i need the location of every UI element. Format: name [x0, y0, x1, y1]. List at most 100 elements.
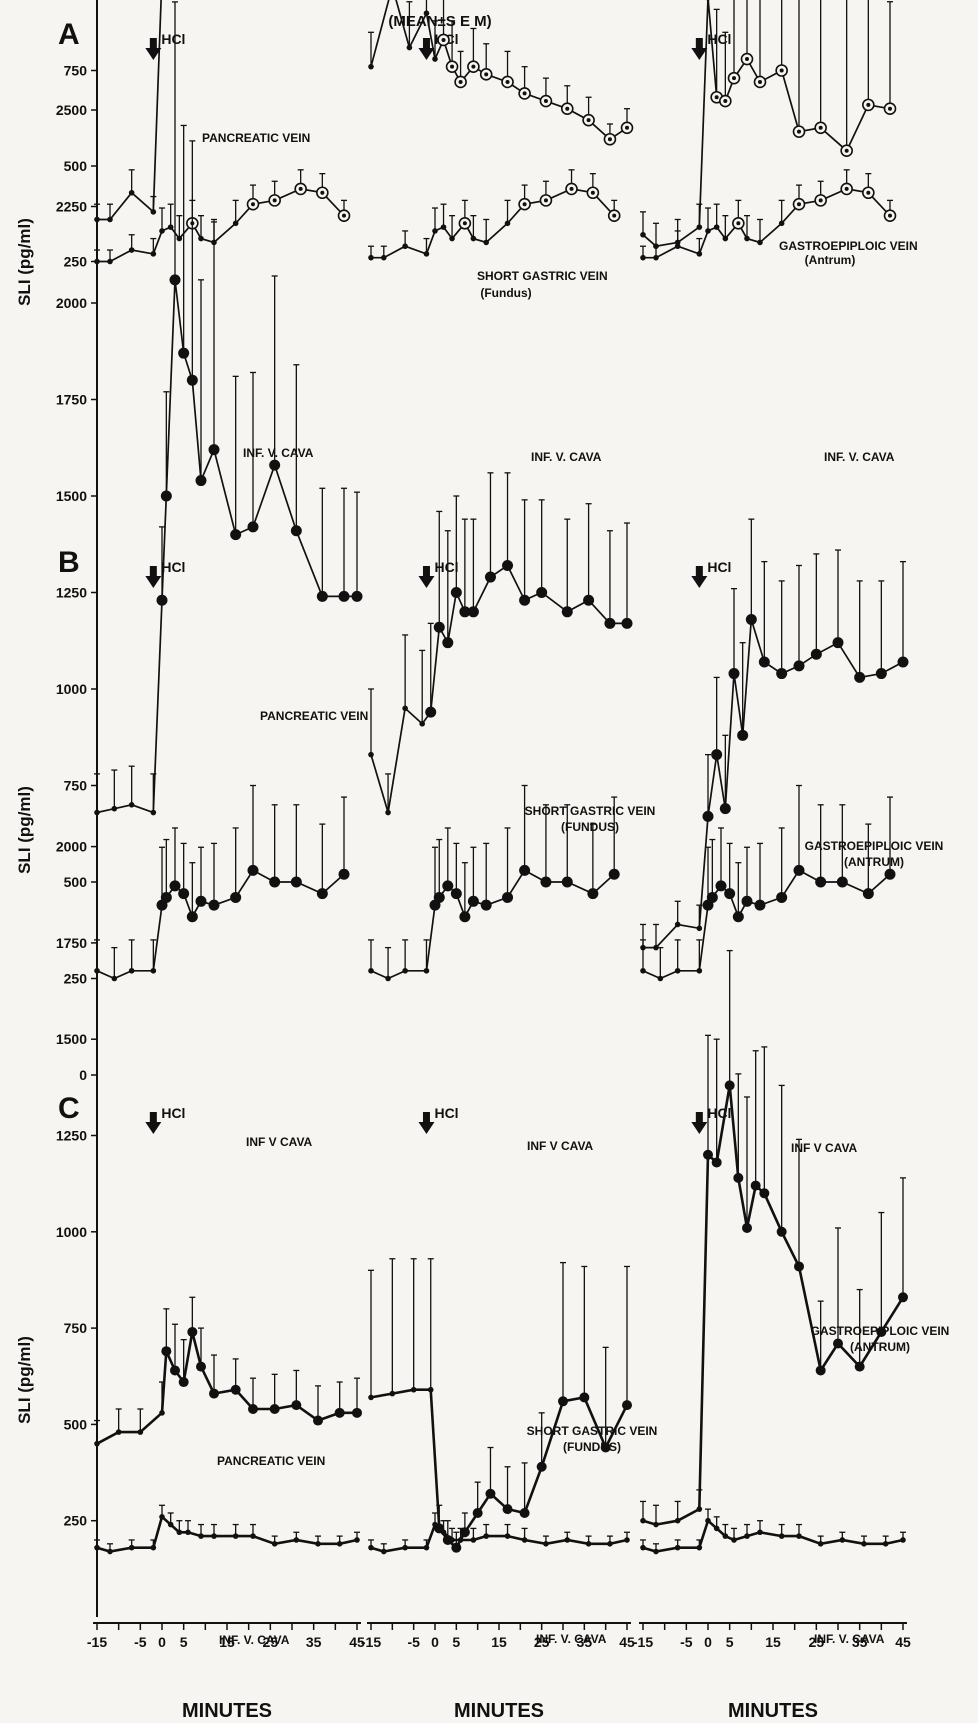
data-point	[427, 1386, 434, 1393]
hcl-arrow-icon	[149, 38, 157, 49]
data-point	[449, 235, 455, 242]
data-point	[209, 1388, 219, 1399]
x-axis-label: MINUTES	[728, 1700, 818, 1722]
figure-header: (MEAN±S E M)	[388, 13, 491, 30]
data-point	[186, 911, 198, 923]
y-tick-label-C: 1500	[56, 1031, 87, 1047]
data-point	[711, 1157, 722, 1168]
series-annotation: INF. V. CAVA	[531, 450, 602, 464]
data-point	[706, 0, 710, 1]
data-point	[178, 347, 190, 359]
data-point	[483, 239, 490, 246]
data-point-center	[758, 79, 762, 84]
x-tick-label: 0	[704, 1634, 712, 1650]
data-point	[167, 224, 174, 230]
data-point	[778, 1533, 785, 1539]
data-point	[111, 805, 118, 812]
data-point	[107, 1548, 113, 1555]
data-point	[381, 254, 387, 261]
hcl-arrow-icon	[418, 48, 435, 60]
hcl-label: HCl	[161, 1105, 185, 1121]
data-point	[159, 1514, 165, 1520]
data-point-center	[607, 137, 612, 142]
data-point	[402, 1544, 408, 1551]
hcl-arrow-icon	[422, 38, 430, 49]
data-point	[757, 239, 763, 246]
data-point	[250, 1533, 256, 1539]
x-tick-label: 0	[431, 1634, 439, 1650]
data-point	[269, 459, 281, 471]
data-point	[111, 975, 118, 982]
y-tick-label-C: 500	[64, 1416, 88, 1432]
data-point	[836, 876, 848, 888]
data-point	[432, 56, 438, 62]
hcl-arrow-icon	[695, 1112, 703, 1123]
data-point	[640, 231, 646, 238]
data-point	[432, 1521, 438, 1528]
series-annotation: PANCREATIC VEIN	[260, 709, 368, 723]
data-point	[315, 1541, 321, 1547]
series-line	[643, 619, 904, 949]
data-point-center	[590, 190, 595, 195]
data-point	[702, 810, 714, 822]
data-point	[128, 967, 135, 974]
data-point	[696, 251, 703, 257]
x-tick-label: -15	[87, 1634, 107, 1650]
series-line	[96, 869, 345, 980]
data-point	[587, 888, 599, 900]
data-point	[185, 1529, 191, 1536]
data-point	[713, 1525, 720, 1532]
data-point	[732, 911, 744, 923]
data-point	[703, 1149, 713, 1160]
y-tick-label-C: 2000	[56, 839, 87, 855]
x-tick-label: 45	[619, 1634, 635, 1650]
x-tick-label: 5	[180, 1634, 188, 1650]
data-point	[561, 606, 573, 618]
data-point	[485, 1488, 496, 1499]
data-point	[419, 720, 426, 727]
data-point	[875, 668, 887, 680]
data-point	[137, 1429, 144, 1435]
data-point	[744, 1533, 750, 1539]
data-point-center	[272, 198, 277, 203]
x-tick-label: 5	[726, 1634, 734, 1650]
data-point	[423, 10, 430, 16]
series-annotation: GASTROEPIPLOIC VEIN	[805, 839, 944, 853]
data-point	[876, 1326, 887, 1337]
data-point	[793, 660, 805, 672]
data-point	[457, 1537, 464, 1543]
y-tick-label-C: 1000	[56, 1224, 87, 1240]
series-annotation: (Antrum)	[805, 253, 856, 267]
data-point	[898, 1292, 908, 1303]
data-point-center	[543, 99, 548, 104]
y-axis-label-C: SLI (pg/ml)	[15, 1336, 34, 1424]
series-line	[97, 0, 162, 221]
data-point	[817, 1541, 824, 1547]
data-point	[470, 235, 477, 242]
x-tick-label: 45	[895, 1634, 911, 1650]
data-point	[839, 1537, 846, 1543]
x-tick-label: -15	[633, 1634, 653, 1650]
data-point	[150, 809, 157, 816]
data-point	[711, 749, 723, 761]
series-annotation: (FUNDUS)	[561, 820, 619, 834]
y-tick-label-B: 250	[64, 971, 88, 987]
data-point	[187, 1326, 198, 1337]
data-point-center	[797, 129, 801, 134]
data-point	[150, 967, 157, 974]
x-tick-label: 25	[809, 1634, 825, 1650]
data-point-center	[450, 64, 455, 69]
data-point	[778, 220, 785, 227]
hcl-label: HCl	[707, 1105, 731, 1121]
x-tick-label: 35	[852, 1634, 868, 1650]
data-point-center	[458, 79, 463, 84]
data-point-center	[888, 106, 892, 111]
data-point	[674, 243, 681, 250]
data-point	[758, 656, 770, 668]
data-point	[433, 891, 445, 903]
data-point	[271, 1541, 278, 1547]
data-point	[115, 1429, 122, 1435]
data-point	[713, 224, 720, 230]
y-tick-label-C: 1750	[56, 935, 87, 951]
data-point	[744, 235, 750, 242]
